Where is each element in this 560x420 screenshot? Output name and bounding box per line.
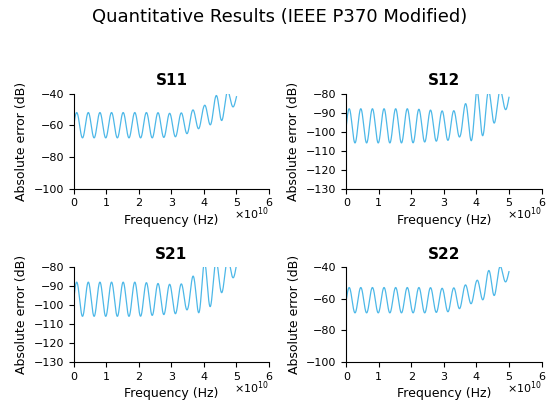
X-axis label: Frequency (Hz): Frequency (Hz) xyxy=(396,387,491,400)
Text: Quantitative Results (IEEE P370 Modified): Quantitative Results (IEEE P370 Modified… xyxy=(92,8,468,26)
Text: $\times10^{10}$: $\times10^{10}$ xyxy=(507,379,542,396)
X-axis label: Frequency (Hz): Frequency (Hz) xyxy=(124,214,218,227)
Title: S21: S21 xyxy=(155,247,188,262)
Title: S11: S11 xyxy=(155,73,188,88)
Y-axis label: Absolute error (dB): Absolute error (dB) xyxy=(287,81,301,201)
X-axis label: Frequency (Hz): Frequency (Hz) xyxy=(396,214,491,227)
Y-axis label: Absolute error (dB): Absolute error (dB) xyxy=(288,255,301,374)
Y-axis label: Absolute error (dB): Absolute error (dB) xyxy=(15,255,28,374)
Text: $\times10^{10}$: $\times10^{10}$ xyxy=(507,206,542,222)
Text: $\times10^{10}$: $\times10^{10}$ xyxy=(234,206,269,222)
X-axis label: Frequency (Hz): Frequency (Hz) xyxy=(124,387,218,400)
Title: S12: S12 xyxy=(428,73,460,88)
Text: $\times10^{10}$: $\times10^{10}$ xyxy=(234,379,269,396)
Title: S22: S22 xyxy=(428,247,460,262)
Y-axis label: Absolute error (dB): Absolute error (dB) xyxy=(15,81,28,201)
